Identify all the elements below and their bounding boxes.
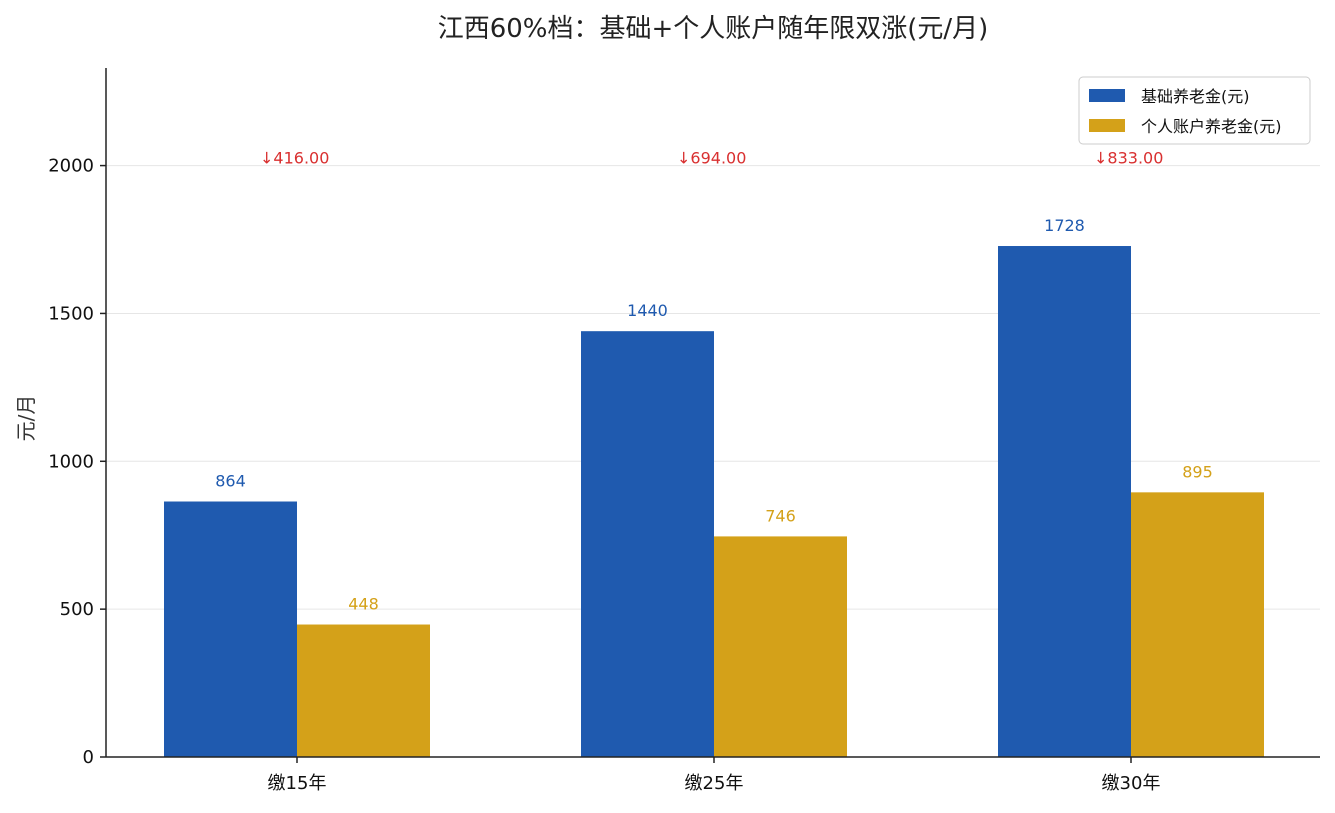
legend-box (1078, 76, 1311, 145)
bar-personal-account (297, 624, 430, 757)
legend-label-personal-account: 个人账户养老金(元) (1141, 117, 1282, 136)
data-label-basic-pension: 1728 (1044, 216, 1085, 235)
ticks: 0 500 1000 1500 2000 缴15年 缴25年 缴30年 (48, 156, 1160, 794)
y-tick-label: 2000 (48, 156, 94, 177)
data-label-personal-account: 746 (765, 506, 796, 525)
data-label-personal-account: 448 (348, 595, 379, 614)
legend: 基础养老金(元) 个人账户养老金(元) (1078, 76, 1311, 145)
data-label-basic-pension: 1440 (627, 301, 668, 320)
axes (105, 68, 1320, 758)
difference-annotation: ↓416.00 (260, 149, 329, 168)
data-label-personal-account: 895 (1182, 462, 1213, 481)
bar-personal-account (1131, 492, 1264, 757)
data-label-basic-pension: 864 (215, 472, 246, 491)
bar-personal-account (714, 536, 847, 757)
chart-title: 江西60%档：基础+个人账户随年限双涨(元/月) (438, 14, 989, 44)
bar-basic-pension (164, 501, 297, 757)
y-tick-label: 500 (60, 599, 94, 620)
difference-annotation: ↓833.00 (1094, 149, 1163, 168)
legend-label-basic-pension: 基础养老金(元) (1141, 87, 1250, 106)
y-tick-label: 1500 (48, 303, 94, 324)
difference-annotation: ↓694.00 (677, 149, 746, 168)
data-labels: 864 448 ↓416.00 1440 746 ↓694.00 1728 895 ↓833.0… (215, 149, 1213, 614)
legend-swatch-personal-account (1089, 119, 1125, 132)
bars (164, 246, 1264, 758)
y-tick-label: 0 (83, 747, 94, 768)
legend-swatch-basic-pension (1089, 89, 1125, 102)
bar-basic-pension (581, 331, 714, 757)
x-tick-label: 缴30年 (1102, 773, 1161, 794)
y-tick-label: 1000 (48, 451, 94, 472)
x-tick-label: 缴15年 (268, 773, 327, 794)
y-axis-title: 元/月 (14, 395, 38, 442)
x-tick-label: 缴25年 (685, 773, 744, 794)
bar-basic-pension (998, 246, 1131, 758)
